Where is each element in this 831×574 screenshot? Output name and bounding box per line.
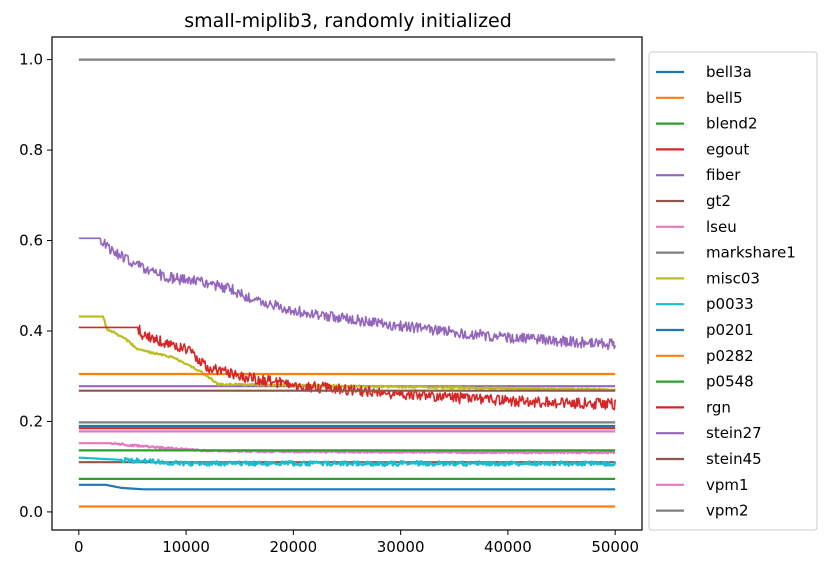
legend-label-vpm2: vpm2 (706, 502, 749, 520)
x-tick-label: 50000 (591, 538, 639, 556)
x-axis: 0 10000 20000 30000 40000 50000 (74, 530, 639, 556)
y-tick-label: 0.8 (19, 141, 43, 159)
series-line-bell3a (78, 483, 616, 491)
chart-title: small-miplib3, randomly initialized (184, 10, 512, 32)
x-tick-label: 20000 (270, 538, 318, 556)
legend-label-stein27: stein27 (706, 424, 762, 442)
x-tick-label: 10000 (162, 538, 210, 556)
x-tick-label: 40000 (484, 538, 532, 556)
legend: bell3a bell5 blend2 egout fiber gt2 lseu marksh… (648, 51, 818, 531)
y-tick-label: 1.0 (19, 51, 43, 69)
legend-label-fiber: fiber (706, 166, 741, 184)
plot-frame (51, 36, 643, 531)
y-tick-label: 0.0 (19, 503, 43, 521)
series-line-misc03 (78, 315, 617, 392)
legend-label-rgn: rgn (706, 398, 731, 416)
legend-label-p0548: p0548 (706, 373, 754, 391)
legend-label-gt2: gt2 (706, 192, 731, 210)
series-line-p0033 (78, 456, 617, 467)
legend-label-blend2: blend2 (706, 115, 758, 133)
series-line-stein27 (78, 237, 616, 351)
legend-label-stein45: stein45 (706, 450, 762, 468)
legend-label-markshare1: markshare1 (706, 244, 796, 262)
legend-label-p0033: p0033 (706, 295, 754, 313)
y-tick-label: 0.4 (19, 322, 43, 340)
y-tick-label: 0.6 (19, 232, 43, 250)
y-axis: 0.0 0.2 0.4 0.6 0.8 1.0 (19, 51, 52, 521)
legend-label-p0282: p0282 (706, 347, 754, 365)
legend-label-p0201: p0201 (706, 321, 754, 339)
y-tick-label: 0.2 (19, 412, 43, 430)
x-tick-label: 0 (74, 538, 84, 556)
x-tick-label: 30000 (377, 538, 425, 556)
legend-label-vpm1: vpm1 (706, 476, 749, 494)
legend-label-egout: egout (706, 140, 749, 158)
legend-frame (648, 51, 818, 531)
series-layer (78, 58, 617, 508)
legend-label-lseu: lseu (706, 218, 737, 236)
series-line-rgn (78, 324, 616, 411)
legend-label-misc03: misc03 (706, 269, 760, 287)
legend-label-bell5: bell5 (706, 89, 743, 107)
legend-label-bell3a: bell3a (706, 63, 752, 81)
